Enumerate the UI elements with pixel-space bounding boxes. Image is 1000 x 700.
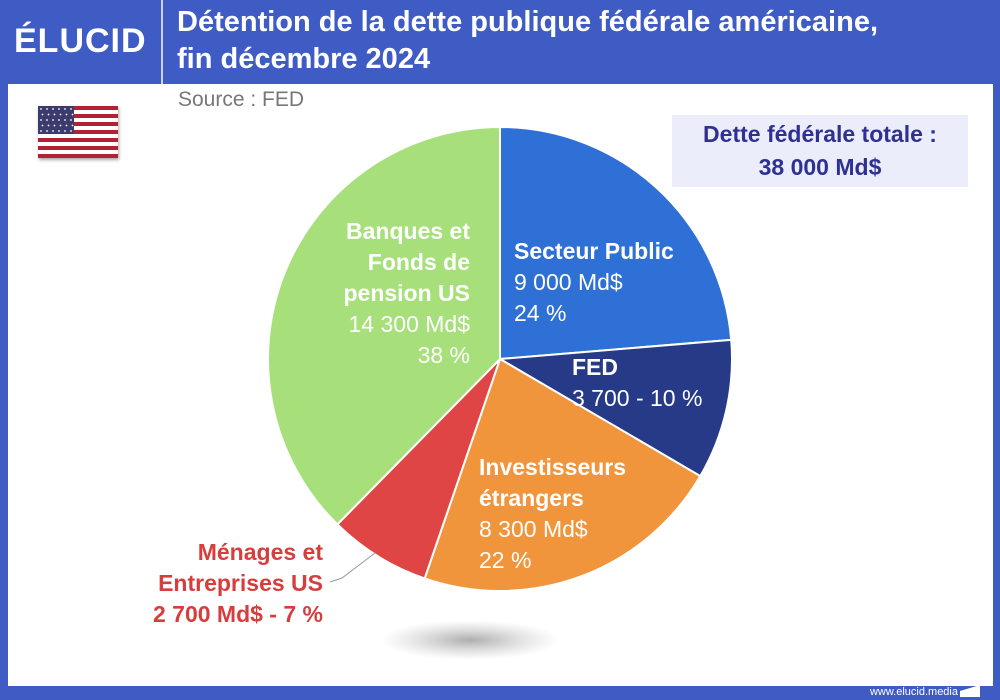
label-line: Fonds de (367, 249, 470, 275)
pie-slice-banques-et-fonds-de-pension-us (267, 125, 501, 526)
label-line: étrangers (479, 485, 584, 511)
label-line: Secteur Public (514, 238, 674, 264)
title-line: fin décembre 2024 (177, 43, 431, 75)
elucid-mark-icon (960, 685, 980, 697)
pie-slice-secteur-public (499, 125, 733, 361)
label-line: 3 700 - 10 % (572, 385, 703, 411)
elucid-logo: ÉLUCID (14, 22, 147, 60)
slice-label-banques: Banques et Fonds de pension US 14 300 Md… (343, 216, 470, 371)
label-line: Banques et (346, 218, 470, 244)
label-line: Entreprises US (158, 570, 323, 596)
header-divider (161, 0, 163, 84)
label-line: Ménages et (197, 539, 323, 565)
pie-slice-investisseurs-trangers (423, 357, 702, 592)
source-text: Source : FED (178, 88, 305, 111)
label-line: 22 % (479, 547, 532, 573)
label-line: 38 % (417, 342, 470, 368)
title-line: Détention de la dette publique fédérale … (177, 6, 879, 38)
total-value: 38 000 Md$ (758, 154, 882, 180)
slice-label-investisseurs: Investisseurs étrangers 8 300 Md$ 22 % (479, 452, 626, 576)
slice-label-menages: Ménages et Entreprises US 2 700 Md$ - 7 … (153, 537, 323, 630)
label-line: pension US (343, 280, 470, 306)
us-flag-icon (38, 106, 118, 158)
label-line: 9 000 Md$ (514, 269, 623, 295)
label-line: 24 % (514, 300, 567, 326)
slice-label-secteur-public: Secteur Public 9 000 Md$ 24 % (514, 236, 674, 329)
leader-line (329, 552, 376, 583)
label-line: 2 700 Md$ - 7 % (152, 601, 323, 627)
label-line: Investisseurs (479, 454, 627, 480)
total-debt-box: Dette fédérale totale : 38 000 Md$ (672, 115, 968, 187)
slice-label-fed: FED 3 700 - 10 % (572, 352, 702, 414)
label-line: 14 300 Md$ (348, 311, 470, 337)
total-label: Dette fédérale totale : (703, 121, 937, 147)
label-line: 8 300 Md$ (479, 516, 588, 542)
pie-slice-m-nages-et-entreprises-us (335, 358, 501, 580)
chart-title: Détention de la dette publique fédérale … (177, 4, 878, 78)
pie-shadow (380, 620, 560, 660)
pie-slice-fed (496, 338, 733, 478)
footer-url[interactable]: www.elucid.media (869, 686, 958, 698)
label-line: FED (572, 354, 618, 380)
